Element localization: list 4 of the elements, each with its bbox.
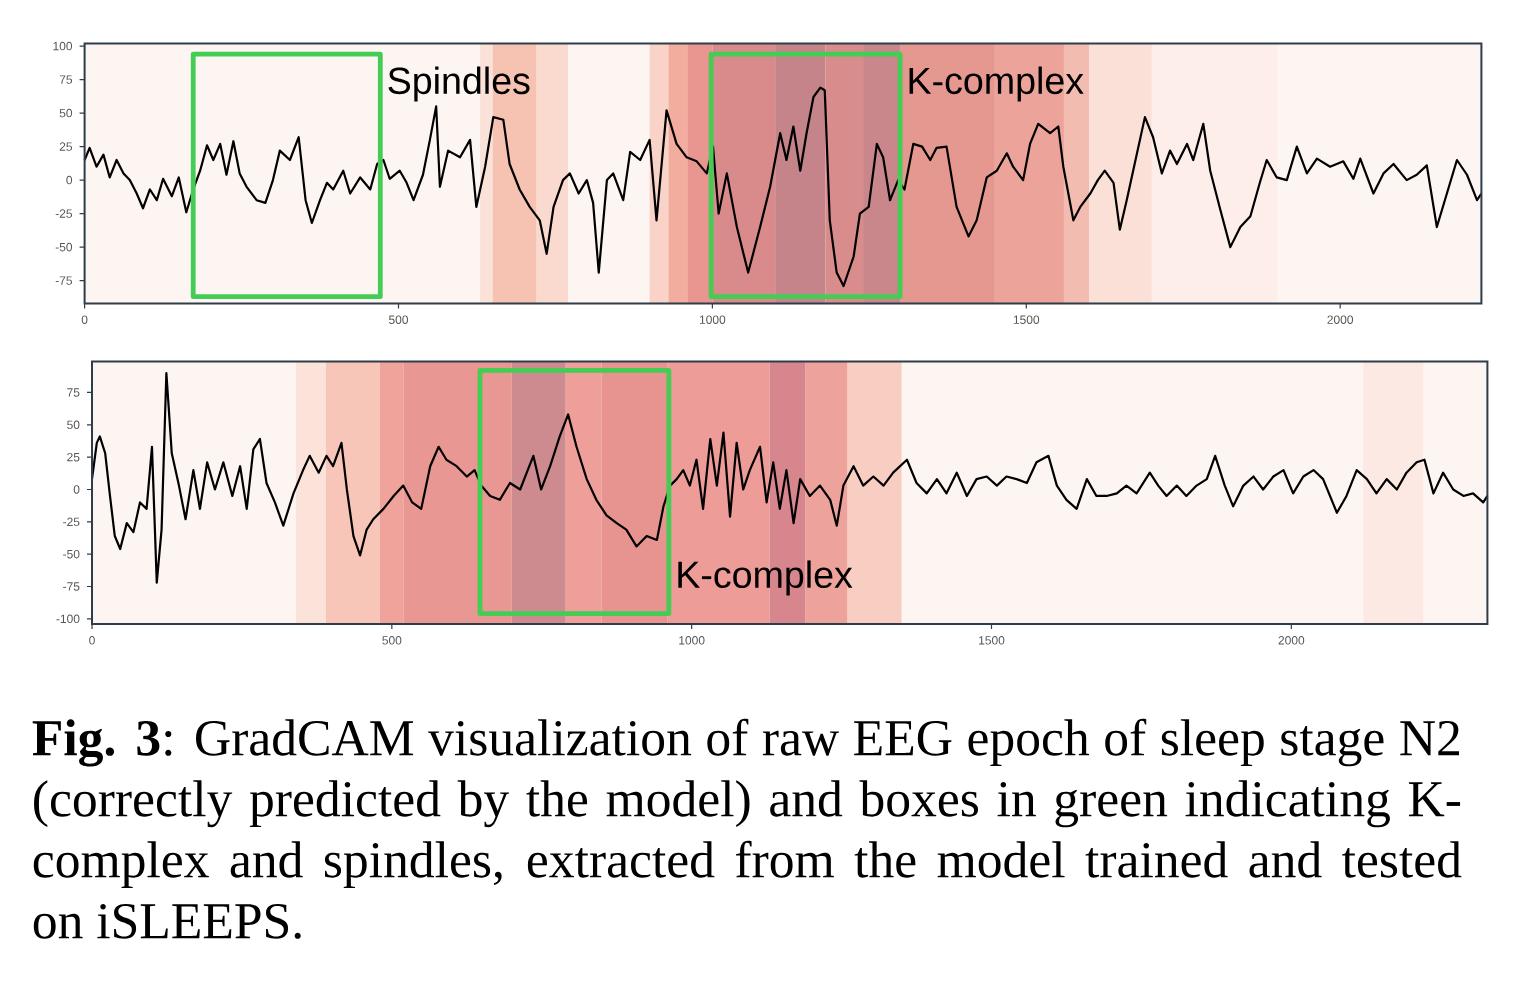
series-label: K-complex <box>678 560 853 596</box>
text: Fig. 3: GradCAM visualization of raw EEG epoch of sleep stage N2 (correctly predicted by the model) and boxes in green indicating K-complex and spindles, extracted from the model trained and tested on iSLEEPS. <box>32 718 1462 939</box>
series-label: Spindles <box>388 66 530 102</box>
series-label: K-complex <box>909 66 1084 102</box>
